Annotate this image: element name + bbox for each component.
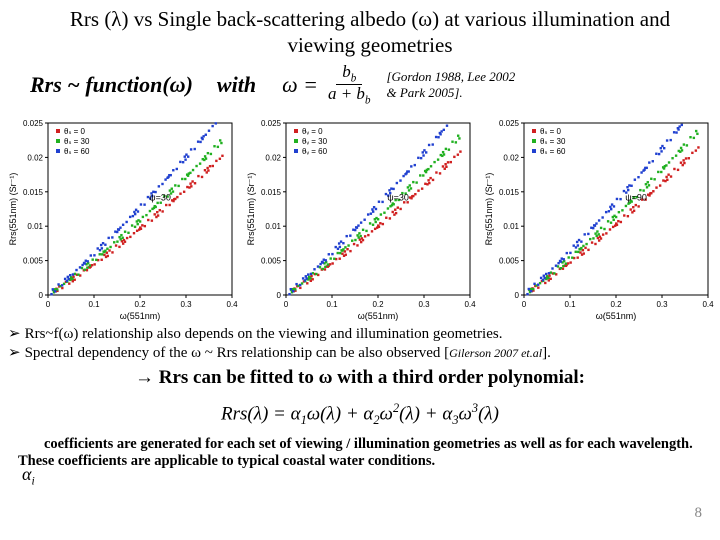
svg-text:0.4: 0.4: [464, 300, 476, 309]
svg-text:0: 0: [515, 291, 520, 300]
frac-num-sub: b: [351, 72, 357, 84]
svg-text:0.015: 0.015: [261, 188, 282, 197]
svg-text:0.3: 0.3: [656, 300, 668, 309]
svg-text:θₛ = 0: θₛ = 0: [64, 127, 86, 136]
bullet-2b: ].: [542, 345, 551, 361]
svg-text:ψ=30: ψ=30: [149, 193, 171, 203]
svg-text:0.1: 0.1: [564, 300, 576, 309]
bottom-line-1: coefficients are generated for each set …: [44, 436, 702, 453]
bullet-marker-icon: ➢: [8, 344, 21, 363]
svg-text:0.02: 0.02: [503, 154, 519, 163]
svg-text:0.1: 0.1: [326, 300, 338, 309]
svg-text:0: 0: [39, 291, 44, 300]
page-number: 8: [695, 505, 703, 522]
svg-text:θᵥ = 30: θᵥ = 30: [302, 137, 328, 146]
bullet-marker-icon: ➢: [8, 325, 21, 344]
alpha-i-label: αi: [22, 464, 35, 488]
svg-text:0.025: 0.025: [23, 119, 44, 128]
svg-text:0.3: 0.3: [180, 300, 192, 309]
arrow-icon: →: [135, 367, 154, 388]
fraction: bb a + bb: [322, 63, 377, 108]
with-text: with: [217, 72, 256, 98]
svg-text:0: 0: [46, 300, 51, 309]
svg-text:0.2: 0.2: [372, 300, 384, 309]
svg-text:0.005: 0.005: [23, 257, 44, 266]
svg-text:ω(551nm): ω(551nm): [358, 311, 399, 321]
svg-text:0.02: 0.02: [265, 154, 281, 163]
page-title: Rrs (λ) vs Single back-scattering albedo…: [0, 0, 720, 61]
svg-text:0.3: 0.3: [418, 300, 430, 309]
bullet-1: ➢ Rrs~f(ω) relationship also depends on …: [8, 325, 710, 344]
subtitle-row: Rrs ~ function(ω) with ω = bb a + bb [Go…: [0, 61, 720, 112]
svg-text:θᵥ = 60: θᵥ = 60: [302, 147, 328, 156]
bottom-text: coefficients are generated for each set …: [0, 434, 720, 471]
svg-text:Rrs(551nm) (Sr⁻¹): Rrs(551nm) (Sr⁻¹): [484, 173, 494, 246]
bottom-line-2: These coefficients are applicable to typ…: [18, 453, 702, 470]
svg-text:0.005: 0.005: [261, 257, 282, 266]
svg-text:ψ=30: ψ=30: [387, 193, 409, 203]
alpha-sub: i: [31, 475, 34, 488]
chart-2: 0 0.1 0.2 0.3 0.4 0 0.005 0.01 0.015 0.02 0.025 ω(5…: [244, 113, 476, 323]
omega-equation: ω = bb a + bb: [282, 63, 376, 108]
svg-text:0.025: 0.025: [499, 119, 520, 128]
polynomial-equation: Rrs(λ) = α1ω(λ) + α2ω2(λ) + α3ω3(λ): [0, 395, 720, 434]
svg-text:θₛ = 60: θₛ = 60: [540, 147, 566, 156]
svg-text:ω(551nm): ω(551nm): [596, 311, 637, 321]
svg-text:0.4: 0.4: [226, 300, 238, 309]
bullet-2-text: Spectral dependency of the ω ~ Rrs relat…: [25, 344, 551, 363]
svg-text:0.015: 0.015: [23, 188, 44, 197]
svg-text:0.005: 0.005: [499, 257, 520, 266]
frac-den-sub: b: [365, 95, 371, 107]
bullet-1-text: Rrs~f(ω) relationship also depends on th…: [25, 325, 503, 344]
svg-text:θₛ = 0: θₛ = 0: [540, 127, 562, 136]
svg-text:0.2: 0.2: [610, 300, 622, 309]
bullet-2a: Spectral dependency of the ω ~ Rrs relat…: [25, 345, 450, 361]
svg-text:ψ=90: ψ=90: [625, 193, 647, 203]
svg-text:0.025: 0.025: [261, 119, 282, 128]
svg-text:Rrs(551nm) (Sr⁻¹): Rrs(551nm) (Sr⁻¹): [8, 173, 18, 246]
svg-text:0.2: 0.2: [134, 300, 146, 309]
frac-den: a + b: [328, 84, 365, 103]
svg-text:0.02: 0.02: [27, 154, 43, 163]
bullet-2: ➢ Spectral dependency of the ω ~ Rrs rel…: [8, 344, 710, 363]
conclusion-text: Rrs can be fitted to ω with a third orde…: [154, 367, 585, 388]
svg-text:0: 0: [277, 291, 282, 300]
svg-text:0.01: 0.01: [27, 223, 43, 232]
svg-text:θᵥ = 0: θᵥ = 0: [302, 127, 323, 136]
svg-text:θₛ = 30: θₛ = 30: [540, 137, 566, 146]
svg-text:0.015: 0.015: [499, 188, 520, 197]
conclusion: → Rrs can be fitted to ω with a third or…: [0, 365, 720, 395]
svg-text:0.01: 0.01: [265, 223, 281, 232]
svg-text:Rrs(551nm) (Sr⁻¹): Rrs(551nm) (Sr⁻¹): [246, 173, 256, 246]
bullets: ➢ Rrs~f(ω) relationship also depends on …: [0, 323, 720, 365]
charts-row: 0 0.1 0.2 0.3 0.4 0 0.005 0.01 0.015 0.02 0.025 ω(5…: [0, 111, 720, 323]
svg-text:0: 0: [522, 300, 527, 309]
citation: [Gordon 1988, Lee 2002 & Park 2005].: [386, 69, 524, 100]
svg-text:θₛ = 60: θₛ = 60: [64, 147, 90, 156]
svg-text:0.4: 0.4: [702, 300, 714, 309]
svg-text:ω(551nm): ω(551nm): [120, 311, 161, 321]
bullet-2-cite: Gilerson 2007 et.al: [449, 346, 542, 360]
chart-3: 0 0.1 0.2 0.3 0.4 0 0.005 0.01 0.015 0.02 0.025 ω(5…: [482, 113, 714, 323]
svg-text:0.01: 0.01: [503, 223, 519, 232]
omega-symbol: ω =: [282, 72, 318, 98]
svg-text:θₛ = 30: θₛ = 30: [64, 137, 90, 146]
frac-num: b: [342, 62, 351, 81]
function-text: Rrs ~ function(ω): [30, 72, 193, 98]
chart-1: 0 0.1 0.2 0.3 0.4 0 0.005 0.01 0.015 0.02 0.025 ω(5…: [6, 113, 238, 323]
svg-text:0: 0: [284, 300, 289, 309]
svg-text:0.1: 0.1: [88, 300, 100, 309]
